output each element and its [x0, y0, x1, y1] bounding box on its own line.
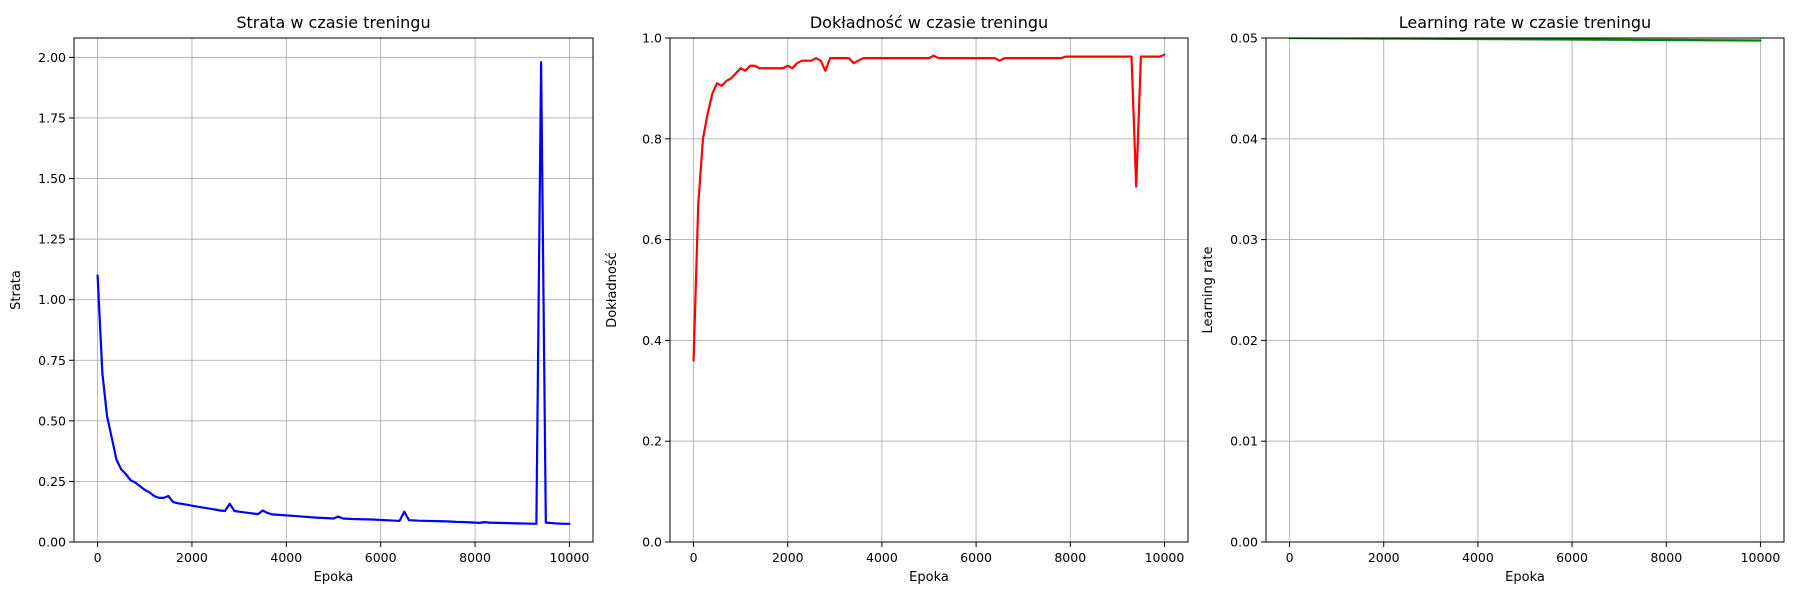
- accuracy-chart-x-tick-label: 4000: [866, 550, 898, 565]
- learning-rate-chart-y-tick-label: 0.00: [1230, 535, 1258, 550]
- learning-rate-chart: 0 2000 4000 6000 8000 10000 0.00 0.01 0.02 0.03 0.…: [1201, 13, 1785, 585]
- loss-chart-x-tick-label: 4000: [270, 550, 302, 565]
- learning-rate-chart-title: Learning rate w czasie treningu: [1399, 13, 1651, 32]
- accuracy-chart-ticks: 0 2000 4000 6000 8000 10000 0.0 0.2 0.4 0.6 0.8 1.0: [642, 31, 1184, 566]
- accuracy-chart-y-tick-label: 0.4: [642, 333, 662, 348]
- loss-chart-y-tick-label: 1.50: [38, 171, 66, 186]
- loss-chart-y-tick-label: 1.00: [38, 292, 66, 307]
- accuracy-chart-x-tick-label: 6000: [960, 550, 992, 565]
- loss-chart-grid: [74, 38, 593, 543]
- loss-chart-title: Strata w czasie treningu: [236, 13, 430, 32]
- loss-chart-y-tick-label: 1.75: [38, 110, 66, 125]
- loss-chart-x-tick-label: 10000: [550, 550, 590, 565]
- learning-rate-chart-x-tick-label: 4000: [1462, 550, 1494, 565]
- loss-chart-y-tick-label: 0.50: [38, 413, 66, 428]
- accuracy-chart-x-tick-label: 8000: [1054, 550, 1086, 565]
- learning-rate-chart-y-tick-label: 0.05: [1230, 31, 1258, 46]
- learning-rate-chart-y-tick-label: 0.01: [1230, 434, 1258, 449]
- learning-rate-chart-x-tick-label: 8000: [1650, 550, 1682, 565]
- accuracy-chart-y-tick-label: 0.6: [642, 232, 662, 247]
- loss-chart-x-tick-label: 8000: [459, 550, 491, 565]
- loss-chart-ylabel: Strata: [9, 270, 24, 310]
- loss-chart-y-tick-label: 1.25: [38, 232, 66, 247]
- learning-rate-chart-x-tick-label: 6000: [1556, 550, 1588, 565]
- loss-chart-y-tick-label: 0.25: [38, 474, 66, 489]
- learning-rate-chart-xlabel: Epoka: [1505, 570, 1545, 585]
- loss-chart-xlabel: Epoka: [314, 570, 354, 585]
- accuracy-chart-xlabel: Epoka: [909, 570, 949, 585]
- loss-chart-x-tick-label: 2000: [176, 550, 208, 565]
- learning-rate-chart-ylabel: Learning rate: [1201, 247, 1216, 334]
- accuracy-chart-y-tick-label: 0.2: [642, 434, 662, 449]
- learning-rate-chart-x-tick-label: 2000: [1368, 550, 1400, 565]
- learning-rate-chart-y-tick-label: 0.04: [1230, 131, 1258, 146]
- accuracy-chart-ylabel: Dokładność: [605, 252, 620, 328]
- accuracy-chart-x-tick-label: 2000: [772, 550, 804, 565]
- loss-chart: 0 2000 4000 6000 8000 10000 0.00 0.25 0.50 0.75 1.…: [9, 13, 594, 585]
- learning-rate-chart-ticks: 0 2000 4000 6000 8000 10000 0.00 0.01 0.02 0.03 0.…: [1230, 31, 1780, 566]
- accuracy-chart-x-tick-label: 0: [690, 550, 698, 565]
- accuracy-chart: 0 2000 4000 6000 8000 10000 0.0 0.2 0.4 0.6 0.8 1.0…: [605, 13, 1189, 585]
- loss-chart-frame: [73, 37, 594, 543]
- accuracy-chart-frame: [669, 37, 1189, 543]
- learning-rate-chart-grid: [1266, 37, 1784, 543]
- loss-chart-ticks: 0 2000 4000 6000 8000 10000 0.00 0.25 0.50 0.75 1.…: [38, 50, 589, 565]
- loss-chart-y-tick-label: 2.00: [38, 50, 66, 65]
- accuracy-chart-y-tick-label: 1.0: [642, 31, 662, 46]
- loss-chart-x-tick-label: 6000: [365, 550, 397, 565]
- loss-chart-series-line: [96, 61, 571, 525]
- accuracy-chart-grid: [670, 37, 1188, 543]
- accuracy-chart-y-tick-label: 0.8: [642, 131, 662, 146]
- loss-chart-x-tick-label: 0: [94, 550, 102, 565]
- learning-rate-chart-x-tick-label: 10000: [1741, 550, 1781, 565]
- learning-rate-chart-y-tick-label: 0.03: [1230, 232, 1258, 247]
- accuracy-chart-x-tick-label: 10000: [1145, 550, 1185, 565]
- learning-rate-chart-y-tick-label: 0.02: [1230, 333, 1258, 348]
- learning-rate-chart-frame: [1265, 37, 1785, 543]
- loss-chart-y-tick-label: 0.00: [38, 535, 66, 550]
- accuracy-chart-title: Dokładność w czasie treningu: [810, 13, 1048, 32]
- loss-chart-y-tick-label: 0.75: [38, 353, 66, 368]
- accuracy-chart-series-line: [692, 53, 1166, 362]
- learning-rate-chart-x-tick-label: 0: [1286, 550, 1294, 565]
- accuracy-chart-y-tick-label: 0.0: [642, 535, 662, 550]
